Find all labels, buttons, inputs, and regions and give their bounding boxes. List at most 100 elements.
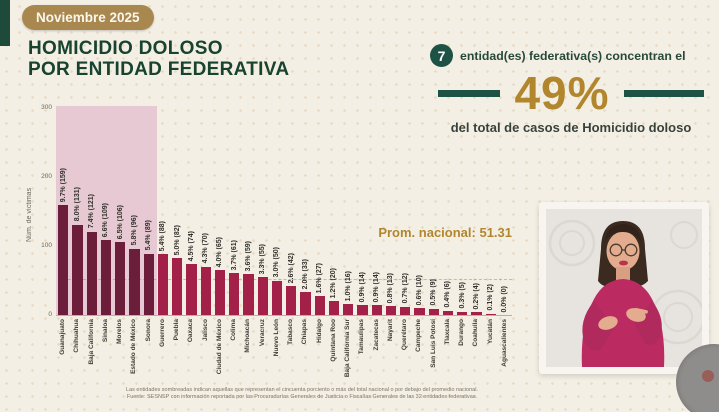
x-axis-label: Estado de México <box>130 319 138 374</box>
bar <box>200 266 211 315</box>
bar-value-label: 7.4% (121) <box>88 194 96 229</box>
x-axis-label: Morelos <box>116 319 124 344</box>
bar-value-label: 0.6% (10) <box>415 274 423 306</box>
bar-column: 0.5% (9) San Luis Potosí <box>427 108 441 368</box>
bar <box>442 310 453 315</box>
date-badge: Noviembre 2025 <box>22 5 154 30</box>
bar <box>271 280 282 315</box>
bar <box>414 308 425 315</box>
bar-column: 6.6% (109) Sinaloa <box>99 108 113 342</box>
bar <box>58 205 69 315</box>
x-axis-label: Michoacán <box>244 319 252 353</box>
y-tick-label: 100 <box>41 242 52 249</box>
callout-subtext: del total de casos de Homicidio doloso <box>450 120 692 135</box>
bar-column: 0.7% (12) Querétaro <box>398 108 412 350</box>
bar-value-label: 8.0% (131) <box>73 187 81 222</box>
decorative-line-left <box>438 89 501 97</box>
footnote-line1: Las entidades sombreadas indican aquella… <box>126 387 478 393</box>
bar-value-label: 2.6% (42) <box>287 252 295 284</box>
bar <box>457 311 468 315</box>
bar-value-label: 4.3% (70) <box>202 233 210 264</box>
bar <box>400 306 411 315</box>
bar-value-label: 5.8% (96) <box>130 215 138 246</box>
bar-column: 1.6% (27) Hidalgo <box>313 108 327 343</box>
bar-column: 6.5% (106) Morelos <box>113 108 127 344</box>
y-tick-label: 200 <box>41 173 52 180</box>
bar <box>72 224 83 315</box>
bar-value-label: 6.5% (106) <box>116 204 124 239</box>
callout-text: entidad(es) federativa(s) concentran el <box>460 48 686 63</box>
x-axis-label: Baja California Sur <box>344 319 352 378</box>
bar <box>300 292 311 315</box>
x-axis-label: Nuevo León <box>272 319 280 357</box>
bar-value-label: 0.1% (2) <box>487 284 495 311</box>
x-axis-label: Veracruz <box>258 319 266 347</box>
bar-column: 0.9% (14) Tamaulipas <box>355 108 369 354</box>
x-axis-label: Sinaloa <box>101 319 109 343</box>
bar-value-label: 0.2% (4) <box>472 282 480 310</box>
bar-column: 4.3% (70) Jalisco <box>199 108 213 341</box>
bar <box>428 308 439 315</box>
national-average-annotation: Prom. nacional: 51.31 <box>378 225 512 240</box>
bar-column: 0.2% (4) Coahuila <box>469 108 483 346</box>
bar <box>229 272 240 315</box>
x-axis-label: Jalisco <box>201 319 209 342</box>
x-axis-label: Oaxaca <box>187 319 195 343</box>
x-axis-label: Baja California <box>87 319 95 365</box>
bar-column: 7.4% (121) Baja California <box>85 108 99 365</box>
bar-value-label: 0.7% (12) <box>401 273 409 304</box>
decorative-line-right <box>623 89 704 97</box>
bar <box>186 263 197 315</box>
bar-column: 9.7% (159) Guanajuato <box>56 108 70 355</box>
bar <box>485 313 496 315</box>
bar-value-label: 3.7% (61) <box>230 239 238 270</box>
bar <box>214 270 225 315</box>
bar-column: 0.3% (5) Durango <box>455 108 469 346</box>
bar-column: 5.4% (89) Sonora <box>142 108 156 341</box>
percent-value: 49% <box>514 67 610 119</box>
bar-column: 8.0% (131) Chihuahua <box>70 108 84 353</box>
bar <box>243 274 254 315</box>
interpreter-video <box>546 209 702 367</box>
x-axis-label: San Luis Potosí <box>429 319 437 368</box>
bar <box>385 306 396 315</box>
bar-value-label: 5.0% (82) <box>173 225 181 256</box>
bar <box>314 296 325 315</box>
x-axis-label: Chihuahua <box>73 319 81 353</box>
x-axis-label: Aguascalientes <box>500 319 508 367</box>
bar-value-label: 0.4% (6) <box>444 281 452 308</box>
title-line2: POR ENTIDAD FEDERATIVA <box>28 59 290 80</box>
bar <box>172 258 183 315</box>
entity-count-badge: 7 <box>430 44 453 67</box>
x-axis-label: Puebla <box>173 319 181 341</box>
bar-value-label: 3.3% (55) <box>259 243 267 275</box>
bar-value-label: 9.7% (159) <box>59 168 67 203</box>
bar <box>100 239 111 315</box>
bar-column: 3.6% (59) Michoacán <box>241 108 255 353</box>
y-tick-label: 0 <box>48 311 52 318</box>
bar-column: 0.8% (13) Nayarit <box>384 108 398 341</box>
bar-column: 4.0% (65) Ciudad de México <box>213 108 227 374</box>
national-average-line <box>58 278 512 280</box>
bar <box>86 231 97 315</box>
x-axis-label: Campeche <box>415 319 423 352</box>
x-axis-label: Nayarit <box>386 319 394 342</box>
bar-value-label: 1.0% (16) <box>344 270 352 301</box>
bar <box>257 277 268 315</box>
bar <box>115 241 126 315</box>
x-axis-label: Tamaulipas <box>358 319 366 355</box>
summary-callout: 7 entidad(es) federativa(s) concentran e… <box>430 44 712 135</box>
x-axis-label: Hidalgo <box>315 319 323 343</box>
bar-value-label: 1.2% (20) <box>330 267 338 299</box>
bar-value-label: 3.6% (59) <box>244 240 252 272</box>
plot-area: 9.7% (159) Guanajuato 8.0% (131) Chihuahua 7… <box>56 106 512 377</box>
x-axis-label: Chiapas <box>301 319 309 345</box>
title-line1: HOMICIDIO DOLOSO <box>28 38 223 59</box>
bar-value-label: 0.8% (13) <box>387 272 395 304</box>
bar-column: 1.0% (16) Baja California Sur <box>341 108 355 377</box>
bar-column: 0.6% (10) Campeche <box>412 108 426 352</box>
x-axis-label: Colima <box>230 319 238 341</box>
bar-value-label: 0.0% (0) <box>501 285 509 312</box>
bar-column: 3.3% (55) Veracruz <box>256 108 270 346</box>
bar <box>286 286 297 315</box>
